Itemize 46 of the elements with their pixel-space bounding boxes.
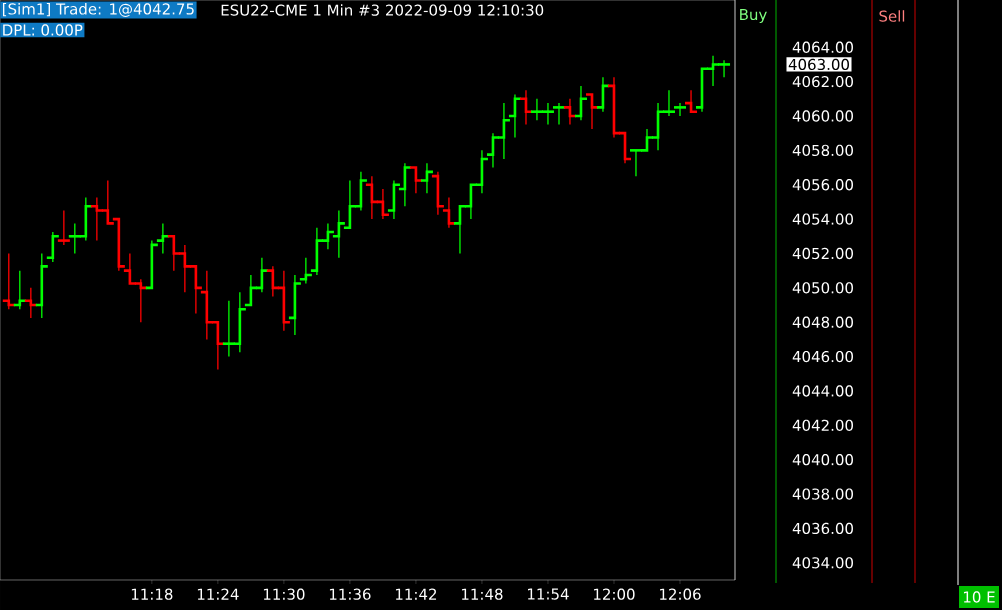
candlestick <box>155 222 171 255</box>
y-tick-label: 4038.00 <box>792 488 853 500</box>
x-tick-label: 11:24 <box>197 588 239 600</box>
candlestick <box>386 179 402 220</box>
candlestick <box>397 162 413 207</box>
annotation: [Sim1] Trade: 1@4042.75 <box>3 3 194 17</box>
x-tick-label: 11:18 <box>131 588 173 600</box>
y-tick-label: 4042.00 <box>792 419 853 431</box>
y-tick-label: 4064.00 <box>792 41 853 53</box>
candlestick <box>408 166 424 194</box>
annotation: DPL: 0.00P <box>3 24 83 36</box>
candlestick <box>584 93 600 130</box>
x-tick-label: 12:06 <box>660 588 701 600</box>
candlestick <box>518 89 534 126</box>
candlestick <box>507 93 523 139</box>
y-tick-label: 4044.00 <box>792 385 853 397</box>
candlestick <box>562 98 578 126</box>
y-tick-label: 4052.00 <box>792 247 853 260</box>
y-tick-label: 4048.00 <box>792 316 853 328</box>
x-tick-label: 11:54 <box>528 588 569 600</box>
y-tick-label: 4058.00 <box>792 144 853 157</box>
y-tick-label: 4036.00 <box>792 522 853 535</box>
candlestick <box>144 239 160 290</box>
x-tick-label: 11:42 <box>395 588 437 600</box>
text: Sell <box>879 10 905 22</box>
x-tick-label: 11:48 <box>461 588 503 600</box>
text: 4063.00 <box>788 58 849 71</box>
chart-title: ESU22-CME 1 Min #3 2022-09-09 12:10:30 <box>221 4 544 16</box>
text: 10 E <box>963 591 995 603</box>
candlestick <box>56 209 72 246</box>
candlestick <box>573 85 589 121</box>
y-tick-label: 4060.00 <box>792 110 853 122</box>
candlestick <box>595 76 611 113</box>
x-tick-label: 11:36 <box>329 588 371 600</box>
y-tick-label: 4034.00 <box>792 557 853 569</box>
candlestick <box>419 162 435 194</box>
y-tick-label: 4054.00 <box>792 213 853 225</box>
y-tick-label: 4046.00 <box>792 350 853 363</box>
candlestick <box>683 89 699 113</box>
text: Buy <box>740 8 767 24</box>
y-tick-label: 4050.00 <box>792 282 853 294</box>
y-tick-label: 4056.00 <box>792 179 853 191</box>
y-tick-label: 4040.00 <box>792 454 853 466</box>
x-tick-label: 12:00 <box>594 588 635 600</box>
x-tick-label: 11:30 <box>263 588 305 600</box>
y-tick-label: 4062.00 <box>792 75 853 88</box>
